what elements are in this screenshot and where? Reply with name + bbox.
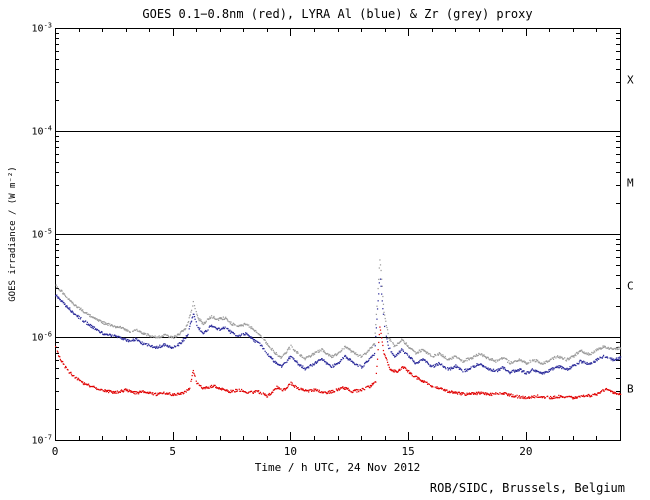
x-tick-label: 15	[401, 445, 415, 458]
y-tick-label: 10-3	[31, 21, 52, 35]
x-tick-label: 0	[51, 445, 59, 458]
y-tick-label: 10-7	[31, 433, 52, 447]
credit-text: ROB/SIDC, Brussels, Belgium	[429, 481, 625, 495]
x-tick-label: 20	[519, 445, 533, 458]
x-tick-label: 10	[283, 445, 298, 458]
y-tick-label: 10-5	[31, 227, 52, 241]
flare-class-label: M	[627, 176, 634, 189]
flare-class-label: C	[627, 279, 634, 292]
x-tick-label: 5	[169, 445, 177, 458]
y-tick-label: 10-6	[31, 330, 52, 344]
flare-class-label: X	[627, 73, 634, 86]
x-axis-title: Time / h UTC, 24 Nov 2012	[254, 461, 421, 474]
y-tick-label: 10-4	[31, 124, 52, 138]
flare-class-label: B	[627, 382, 634, 395]
chart-title: GOES 0.1−0.8nm (red), LYRA Al (blue) & Z…	[142, 7, 533, 21]
